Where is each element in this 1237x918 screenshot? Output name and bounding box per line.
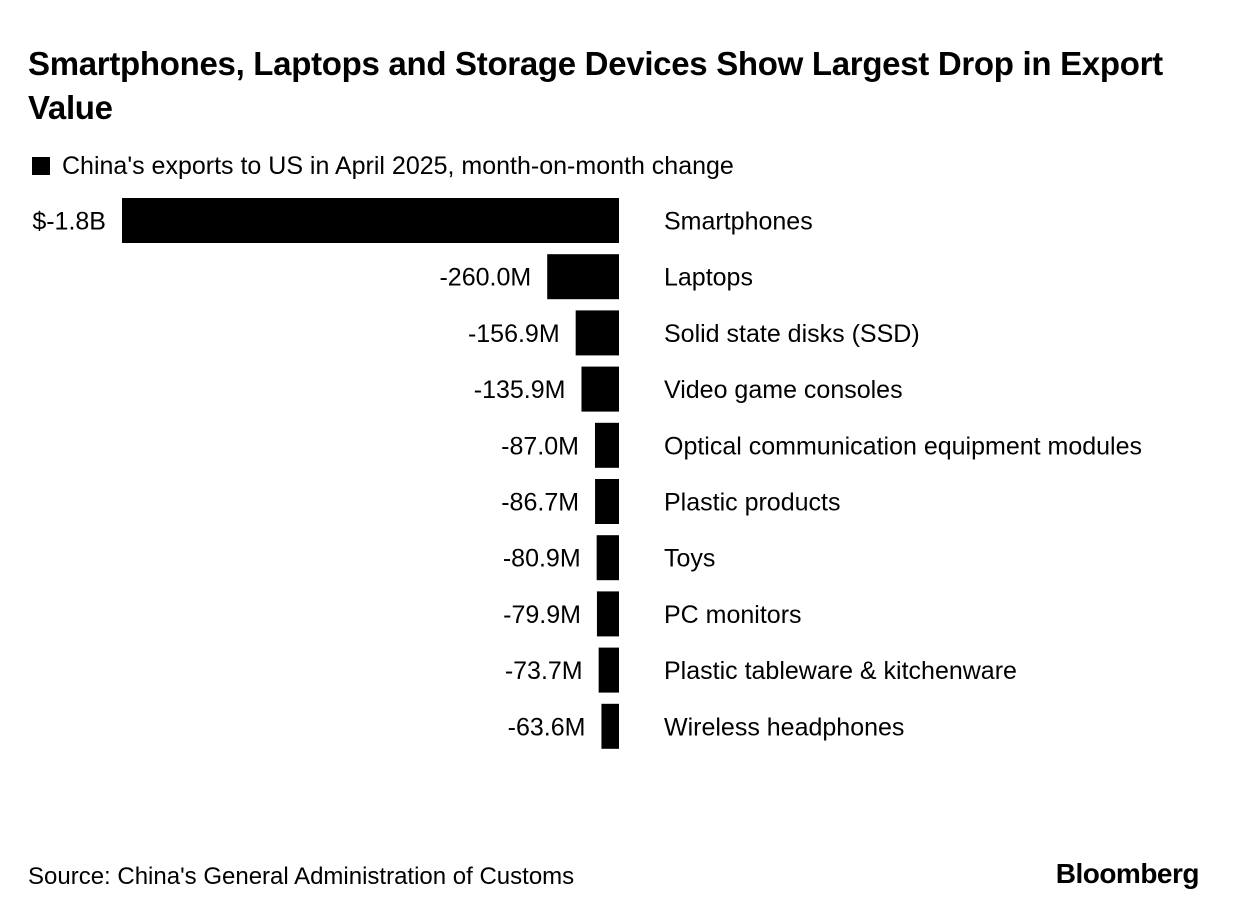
bar-9 xyxy=(601,703,619,749)
value-label: -63.6M xyxy=(508,713,586,741)
bar-8 xyxy=(598,647,619,693)
bar-6 xyxy=(596,535,619,581)
value-label: -260.0M xyxy=(439,264,531,292)
category-label: Video game consoles xyxy=(664,376,903,404)
source-note: Source: China's General Administration o… xyxy=(28,863,575,890)
chart-title: Smartphones, Laptops and Storage Devices… xyxy=(28,45,1163,126)
category-label: Optical communication equipment modules xyxy=(664,432,1142,460)
category-label: PC monitors xyxy=(664,601,802,629)
value-label: -73.7M xyxy=(505,657,583,685)
value-label: -80.9M xyxy=(503,545,581,573)
bars-layer: $-1.8B Smartphones -260.0M Laptops -156.9M So… xyxy=(32,198,1142,749)
value-label: -86.7M xyxy=(501,489,579,517)
value-label: $-1.8B xyxy=(32,208,106,236)
category-label: Toys xyxy=(664,545,715,573)
value-label: -135.9M xyxy=(474,376,566,404)
category-label: Wireless headphones xyxy=(664,713,904,741)
category-label: Laptops xyxy=(664,264,753,292)
bar-4 xyxy=(594,422,619,468)
bar-1 xyxy=(547,254,619,300)
legend-swatch-icon xyxy=(32,157,50,175)
category-label: Plastic tableware & kitchenware xyxy=(664,657,1017,685)
category-label: Plastic products xyxy=(664,489,840,517)
legend: China's exports to US in April 2025, mon… xyxy=(32,150,734,182)
category-label: Solid state disks (SSD) xyxy=(664,320,920,348)
bloomberg-logo: Bloomberg xyxy=(1055,858,1200,889)
bar-0 xyxy=(122,198,619,243)
bar-2 xyxy=(575,310,619,356)
bar-chart: $-1.8B Smartphones -260.0M Laptops -156.9M So… xyxy=(32,198,1142,749)
bar-3 xyxy=(581,366,619,412)
legend-label: China's exports to US in April 2025, mon… xyxy=(62,152,734,180)
value-label: -79.9M xyxy=(503,601,581,629)
bar-7 xyxy=(596,591,619,637)
value-label: -87.0M xyxy=(501,432,579,460)
value-label: -156.9M xyxy=(468,320,560,348)
bar-5 xyxy=(595,479,619,524)
category-label: Smartphones xyxy=(664,208,813,236)
